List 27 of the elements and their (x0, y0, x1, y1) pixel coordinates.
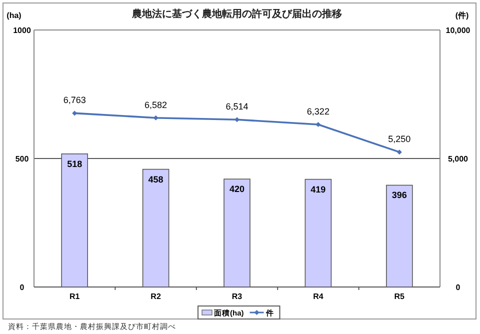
x-tick-label: R5 (394, 292, 406, 301)
point (396, 150, 402, 155)
x-tick-label: R2 (150, 292, 162, 301)
x-tick-label: R4 (313, 292, 324, 301)
y-tick-label: 500 (15, 154, 30, 164)
y-axis-title: (ha) (6, 11, 22, 20)
chart-title: 農地法に基づく農地転用の許可及び届出の推移 (131, 8, 342, 20)
data-label: 6,514 (226, 102, 248, 112)
y2-tick-label: 5,000 (448, 154, 469, 164)
data-label: 5,250 (388, 134, 411, 144)
y2-axis-title: (件) (455, 11, 469, 20)
data-label: 518 (67, 158, 82, 169)
data-label: 6,763 (63, 95, 86, 106)
data-label: 6,322 (306, 106, 330, 117)
data-label: 420 (229, 184, 245, 194)
data-label: 458 (148, 174, 164, 184)
data-label: 419 (310, 184, 326, 194)
y-tick-label: 1000 (13, 26, 32, 35)
x-tick-label: R3 (232, 292, 243, 301)
x-tick-label: R1 (69, 292, 80, 301)
data-label: 396 (392, 190, 407, 200)
y2-tick-label: 10,000 (446, 26, 471, 35)
y-tick-label: 0 (20, 283, 25, 292)
data-label: 6,582 (144, 100, 168, 110)
point (234, 117, 240, 122)
y2-tick-label: 0 (456, 283, 461, 292)
point (316, 122, 321, 128)
